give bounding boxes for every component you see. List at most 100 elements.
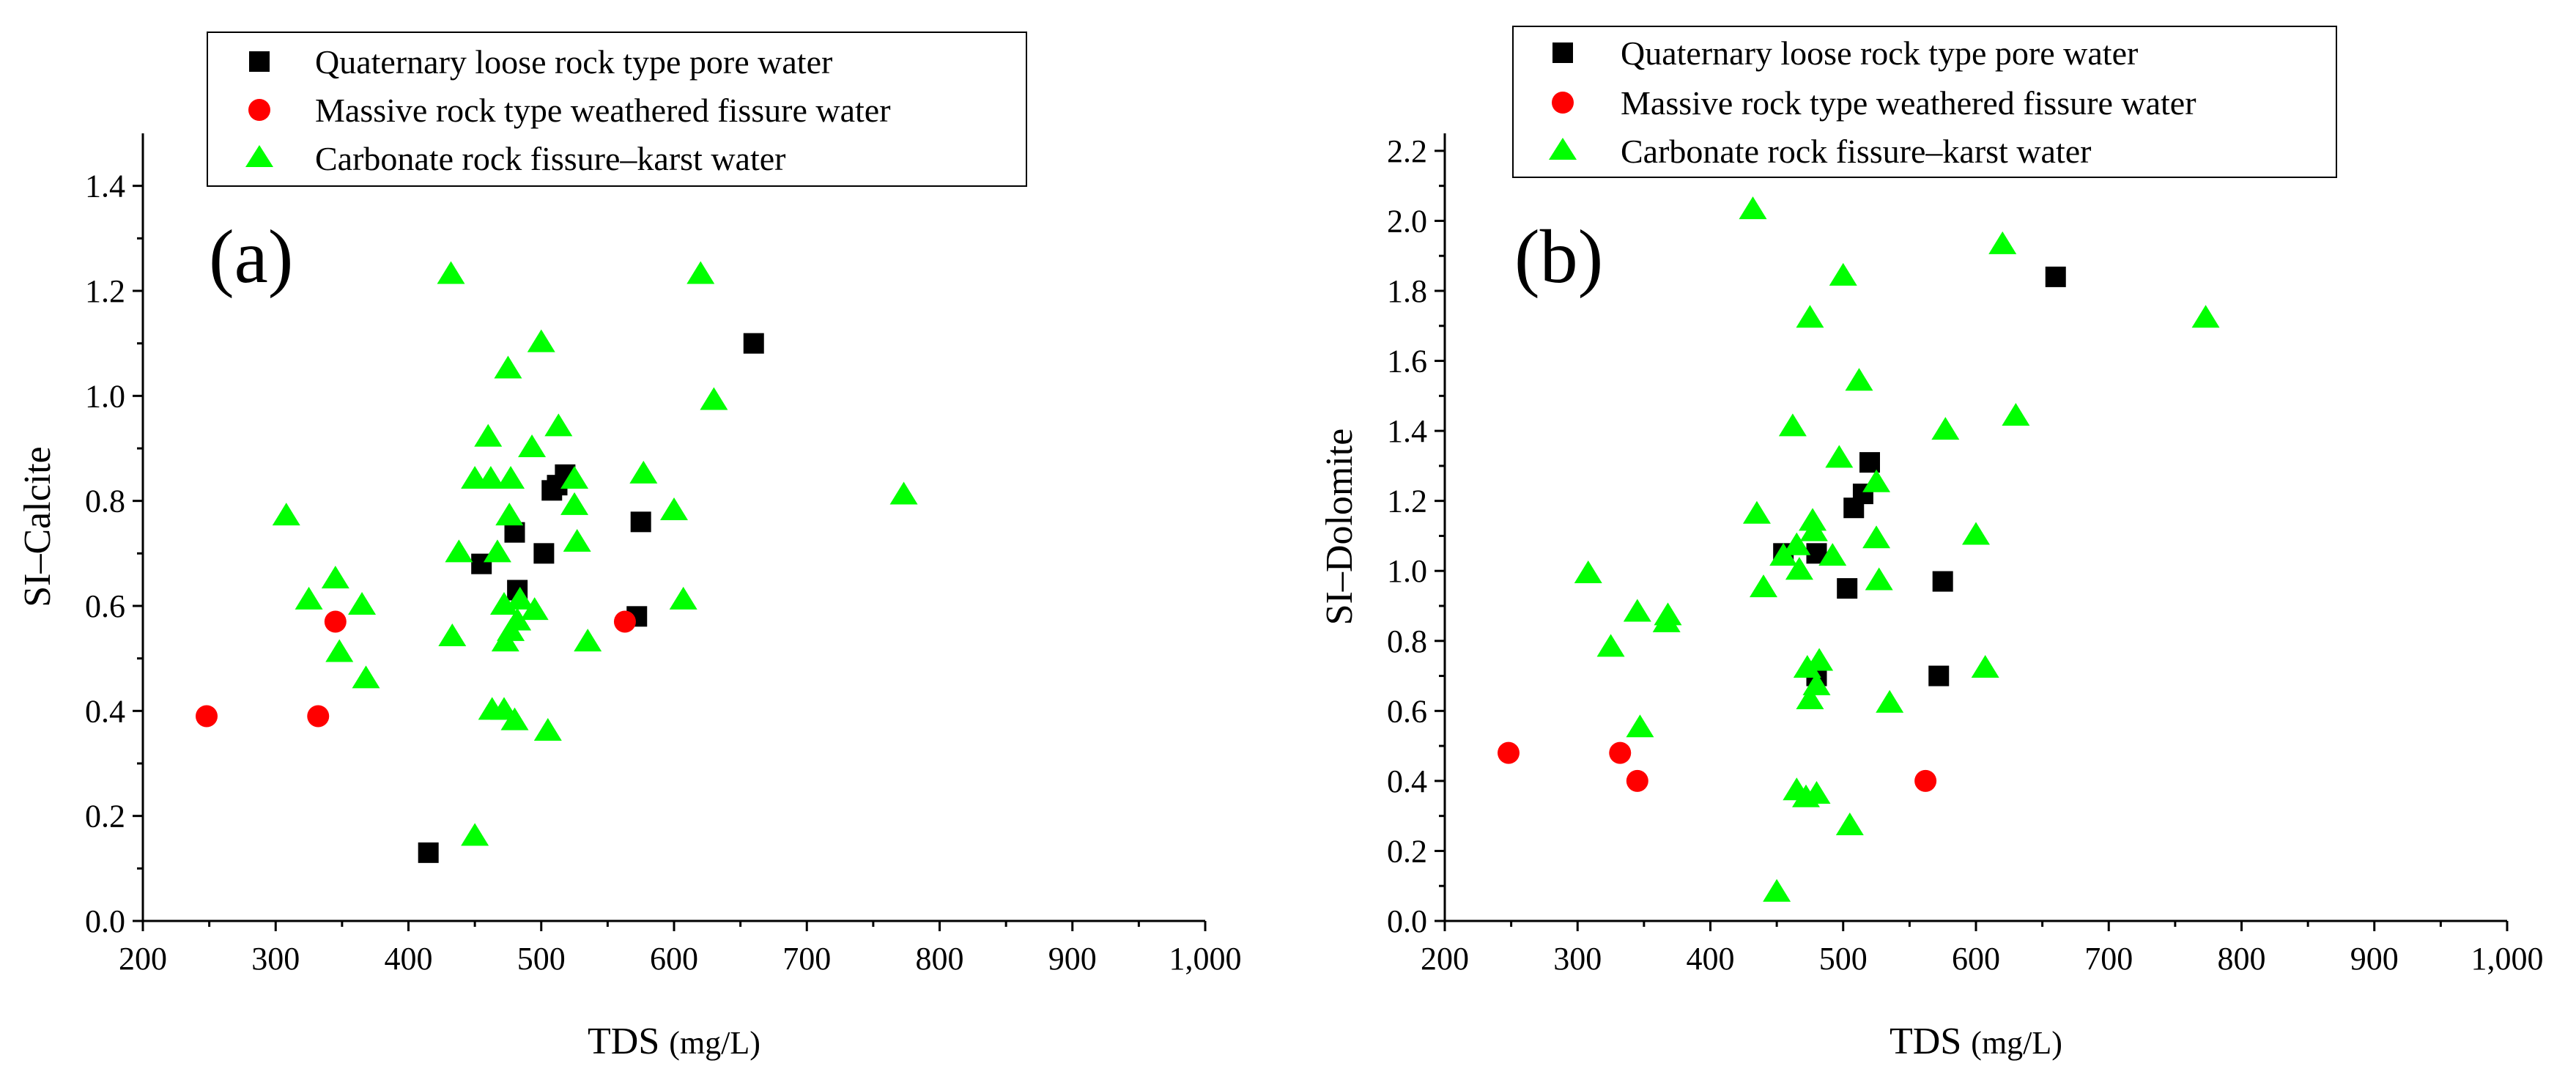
chart-a-point-carbonate [560,466,589,489]
chart-b-point-massive [1609,741,1632,764]
chart-a-point-carbonate [660,497,688,520]
chart-b-x-tick-label: 500 [1819,941,1868,977]
chart-a-legend-label-quaternary: Quaternary loose rock type pore water [315,43,832,81]
chart-a-legend-marker-carbonate [245,145,273,167]
chart-b-point-carbonate [1931,417,1960,440]
chart-a-x-tick-label: 200 [119,941,167,977]
chart-b-legend-label-quaternary: Quaternary loose rock type pore water [1621,34,2138,72]
chart-a-x-tick-label: 700 [782,941,831,977]
chart-b-point-carbonate [1829,262,1857,286]
chart-a-x-tick-label: 800 [916,941,964,977]
chart-b-ticks: 200 300 400 500 600 700 800 900 1,000 0.0 0.2 0.4 0.… [1387,133,2544,977]
chart-b-point-carbonate [1626,714,1654,738]
chart-a-point-carbonate [518,434,547,457]
chart-b-point-carbonate [1865,567,1893,591]
chart-a-point-carbonate [527,329,555,352]
chart-a-point-quaternary [418,842,439,863]
chart-a-legend-marker-massive [248,99,270,121]
chart-b: 200 300 400 500 600 700 800 900 1,000 0.0 0.2 0.4 0.… [1319,26,2544,1062]
chart-b-x-tick-label: 200 [1421,941,1469,977]
chart-a-point-carbonate [520,597,549,621]
chart-a-point-carbonate [544,413,573,437]
chart-b-point-carbonate [2191,305,2220,328]
chart-a-y-tick-label: 1.0 [85,378,125,414]
chart-a-point-carbonate [533,718,562,741]
chart-b-point-massive [1914,769,1937,792]
chart-b-point-carbonate [1785,557,1813,580]
chart-b-point-carbonate [1876,689,1904,713]
chart-a-point-carbonate [348,592,377,615]
chart-b-panel-label: (b) [1514,215,1603,299]
chart-a-point-carbonate [563,529,591,552]
chart-b-point-carbonate [1796,305,1824,328]
chart-a-y-tick-label: 0.8 [85,484,125,519]
chart-a-point-carbonate [295,586,323,610]
chart-b-point-carbonate [1750,574,1777,598]
chart-b-point-massive [1498,741,1520,764]
chart-a-point-carbonate [352,665,380,689]
chart-b-point-carbonate [1818,543,1847,566]
chart-a-point-carbonate [272,503,300,526]
chart-a-point-carbonate [483,539,511,563]
chart-a-legend-label-carbonate: Carbonate rock fissure–karst water [315,140,785,177]
chart-a: 200 300 400 500 600 700 800 900 1,000 0.0 0.2 0.4 0.… [17,32,1242,1062]
chart-b-point-carbonate [1596,634,1625,657]
chart-b-point-carbonate [1988,231,2017,254]
chart-b-legend-marker-massive [1552,92,1574,114]
chart-a-x-tick-label: 900 [1048,941,1097,977]
chart-a-point-carbonate [686,261,715,284]
chart-a-point-carbonate [461,823,489,846]
chart-b-point-carbonate [2002,403,2030,426]
chart-b-x-tick-label: 900 [2350,941,2399,977]
chart-a-point-carbonate [506,586,534,610]
chart-b-point-carbonate [1802,781,1831,804]
chart-b-y-tick-label: 1.2 [1387,484,1427,519]
chart-b-point-carbonate [1574,560,1602,583]
chart-b-x-tick-label: 1,000 [2471,941,2544,977]
chart-a-y-tick-label: 0.0 [85,903,125,939]
chart-a-point-carbonate [700,387,728,410]
chart-a-point-carbonate [321,566,349,589]
chart-b-point-carbonate [1763,878,1791,902]
chart-b-point-carbonate [1862,525,1891,549]
chart-a-point-carbonate [889,481,918,505]
chart-b-point-quaternary [1928,665,1950,687]
chart-a-point-carbonate [438,623,467,646]
chart-a-point-massive [307,705,330,728]
chart-b-y-tick-label: 0.6 [1387,693,1427,729]
chart-b-y-tick-label: 1.0 [1387,553,1427,589]
chart-b-x-tick-label: 600 [1952,941,2000,977]
chart-b-legend-marker-quaternary [1552,42,1573,63]
chart-a-point-carbonate [476,466,505,489]
chart-a-x-tick-label: 1,000 [1169,941,1242,977]
chart-b-plot [1498,196,2220,902]
chart-a-point-quaternary [630,511,651,533]
chart-b-legend-box [1512,26,2337,178]
chart-b-point-quaternary [1859,452,1880,473]
chart-a-panel-label: (a) [209,215,293,299]
chart-b-point-carbonate [1835,813,1864,835]
chart-a-point-carbonate [629,460,658,484]
chart-a-point-carbonate [500,707,529,730]
chart-a-point-massive [613,610,636,633]
chart-a-point-carbonate [669,586,697,610]
chart-a-legend-marker-quaternary [249,51,270,72]
chart-b-x-tick-label: 400 [1687,941,1735,977]
chart-b-y-tick-label: 0.2 [1387,833,1427,869]
chart-b-point-carbonate [1783,532,1811,555]
chart-b-y-tick-label: 1.8 [1387,273,1427,309]
chart-a-x-tick-label: 600 [650,941,698,977]
chart-b-point-carbonate [1802,672,1831,695]
chart-b-point-carbonate [1805,648,1834,671]
chart-b-y-tick-label: 1.4 [1387,413,1427,449]
chart-b-legend-label-massive: Massive rock type weathered fissure wate… [1621,84,2196,122]
chart-a-point-carbonate [494,355,522,379]
chart-a-ticks: 200 300 400 500 600 700 800 900 1,000 0.0 0.2 0.4 0.… [85,169,1242,977]
chart-b-point-carbonate [1862,469,1891,492]
chart-a-point-carbonate [474,423,503,447]
chart-a-x-tick-label: 400 [385,941,433,977]
chart-a-point-carbonate [495,503,524,526]
chart-a-x-tick-label: 300 [251,941,300,977]
chart-a-point-massive [196,705,218,728]
